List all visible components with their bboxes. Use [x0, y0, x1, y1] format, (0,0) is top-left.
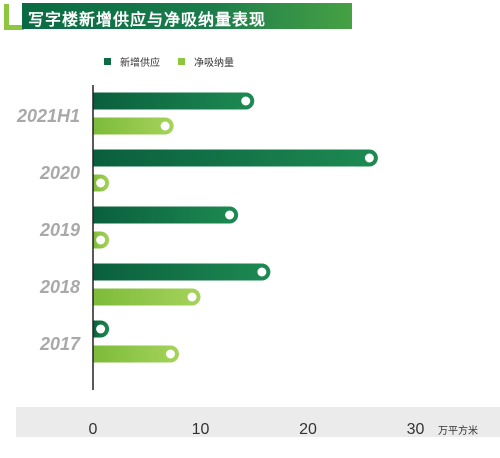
- category-label-2021h1: 2021H1: [16, 106, 80, 126]
- category-label-2017: 2017: [39, 334, 81, 354]
- x-tick-label-20: 20: [299, 421, 317, 438]
- bar-end-dot-absorption-2020: [96, 178, 106, 188]
- bar-supply-2021h1: [93, 92, 255, 110]
- x-tick-label-10: 10: [192, 421, 210, 438]
- bar-end-dot-supply-2021h1: [241, 96, 251, 106]
- legend-item-absorption: 净吸纳量: [178, 54, 234, 69]
- category-label-2019: 2019: [39, 220, 80, 240]
- bar-absorption-2017: [93, 345, 180, 363]
- bar-end-dot-absorption-2018: [187, 292, 197, 302]
- x-tick-label-0: 0: [89, 421, 98, 438]
- bar-supply-2020: [93, 149, 378, 167]
- legend-label-absorption: 净吸纳量: [194, 58, 234, 69]
- category-label-2020: 2020: [39, 163, 80, 183]
- x-axis-band: [16, 407, 500, 437]
- header-bar: [22, 3, 352, 29]
- bar-end-dot-supply-2017: [96, 324, 106, 334]
- legend-swatch-supply: [104, 58, 111, 65]
- category-label-2018: 2018: [39, 277, 80, 297]
- chart-title: 写字楼新增供应与净吸纳量表现: [28, 12, 267, 29]
- legend-item-supply: 新增供应: [104, 54, 160, 69]
- bar-end-dot-supply-2020: [364, 153, 374, 163]
- x-tick-label-30: 30: [407, 421, 425, 438]
- legend-label-supply: 新增供应: [120, 58, 160, 69]
- bar-end-dot-absorption-2021h1: [160, 121, 170, 131]
- bar-end-dot-supply-2018: [257, 267, 267, 277]
- bar-supply-2018: [93, 263, 271, 281]
- legend-swatch-absorption: [178, 58, 185, 65]
- header-accent-mark: [4, 4, 24, 30]
- bar-end-dot-absorption-2019: [96, 235, 106, 245]
- bar-absorption-2021h1: [93, 117, 174, 135]
- bar-absorption-2018: [93, 288, 201, 306]
- bar-supply-2019: [93, 206, 239, 224]
- x-axis-unit-label: 万平方米: [438, 424, 478, 437]
- bar-end-dot-absorption-2017: [166, 349, 175, 359]
- bar-end-dot-supply-2019: [225, 210, 235, 220]
